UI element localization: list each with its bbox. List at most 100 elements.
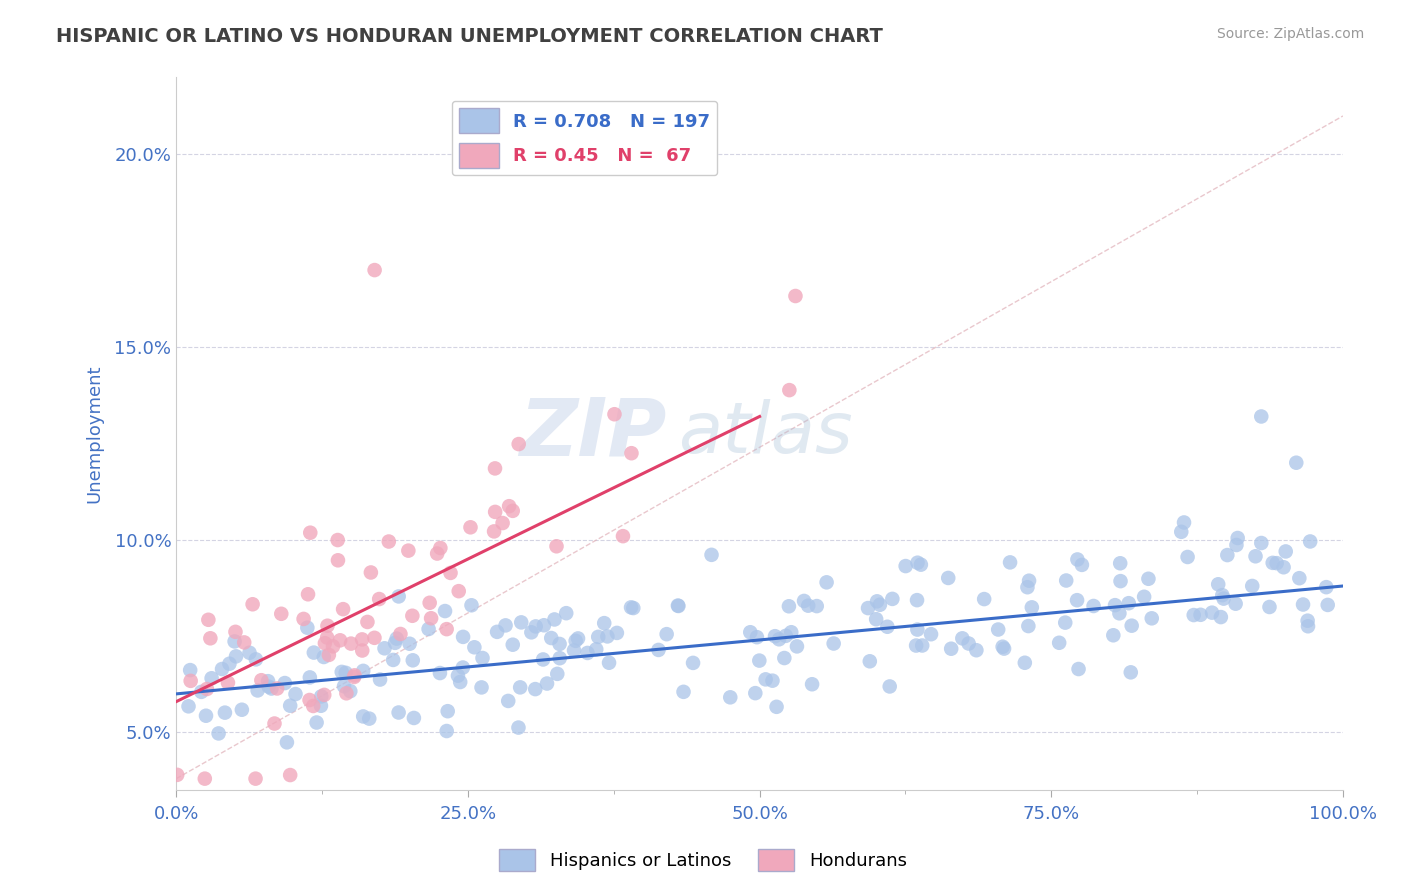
Point [1212,591,1234,606]
Point [666,599,689,613]
Point [449,675,471,690]
Y-axis label: Unemployment: Unemployment [86,365,103,503]
Point [859,654,882,668]
Point [260,681,283,696]
Point [197,613,219,627]
Point [238,646,260,660]
Point [786,640,808,654]
Point [451,660,474,674]
Point [1109,574,1132,588]
Point [257,674,280,689]
Point [785,289,807,303]
Point [1296,619,1319,633]
Point [225,649,247,664]
Point [231,703,253,717]
Point [335,686,357,700]
Point [621,601,644,615]
Point [668,599,690,613]
Point [1182,608,1205,623]
Point [470,681,492,695]
Point [401,608,423,623]
Point [246,683,269,698]
Point [352,643,374,657]
Point [555,606,578,620]
Point [352,664,374,678]
Point [495,618,517,632]
Point [270,607,292,621]
Point [314,636,336,650]
Point [905,639,928,653]
Point [233,635,256,649]
Point [363,631,385,645]
Point [1119,665,1142,680]
Point [439,566,461,580]
Point [460,520,482,534]
Point [606,626,628,640]
Point [965,643,987,657]
Point [486,624,509,639]
Point [1177,549,1199,564]
Text: HISPANIC OR LATINO VS HONDURAN UNEMPLOYMENT CORRELATION CHART: HISPANIC OR LATINO VS HONDURAN UNEMPLOYM… [56,27,883,45]
Point [793,594,815,608]
Point [312,650,335,665]
Point [384,636,406,650]
Point [1225,538,1247,552]
Point [426,547,449,561]
Text: Source: ZipAtlas.com: Source: ZipAtlas.com [1216,27,1364,41]
Point [876,620,898,634]
Point [773,651,796,665]
Point [1261,556,1284,570]
Point [471,651,494,665]
Point [318,648,340,662]
Text: ZIP: ZIP [519,395,666,473]
Point [546,666,568,681]
Point [1017,619,1039,633]
Point [536,676,558,690]
Point [1054,615,1077,630]
Point [447,584,470,599]
Point [1066,552,1088,566]
Point [748,654,770,668]
Point [1018,574,1040,588]
Point [359,712,381,726]
Point [250,673,273,688]
Point [1121,618,1143,632]
Point [524,619,547,633]
Point [1288,571,1310,585]
Point [207,726,229,740]
Point [368,592,391,607]
Point [1315,580,1337,594]
Point [297,587,319,601]
Point [894,559,917,574]
Point [276,735,298,749]
Point [598,656,620,670]
Point [1140,611,1163,625]
Point [911,639,934,653]
Point [305,715,328,730]
Point [1244,549,1267,564]
Point [1285,456,1308,470]
Point [524,682,547,697]
Point [316,618,339,632]
Point [242,597,264,611]
Point [596,629,619,643]
Point [335,665,357,680]
Point [217,675,239,690]
Point [1272,560,1295,574]
Point [879,680,901,694]
Point [195,681,218,696]
Point [1209,610,1232,624]
Point [1250,409,1272,424]
Point [761,673,783,688]
Point [1014,656,1036,670]
Point [1054,574,1077,588]
Point [373,641,395,656]
Point [910,558,932,572]
Point [882,591,904,606]
Point [1206,577,1229,591]
Point [755,673,778,687]
Point [647,643,669,657]
Point [195,708,218,723]
Point [1170,524,1192,539]
Point [655,627,678,641]
